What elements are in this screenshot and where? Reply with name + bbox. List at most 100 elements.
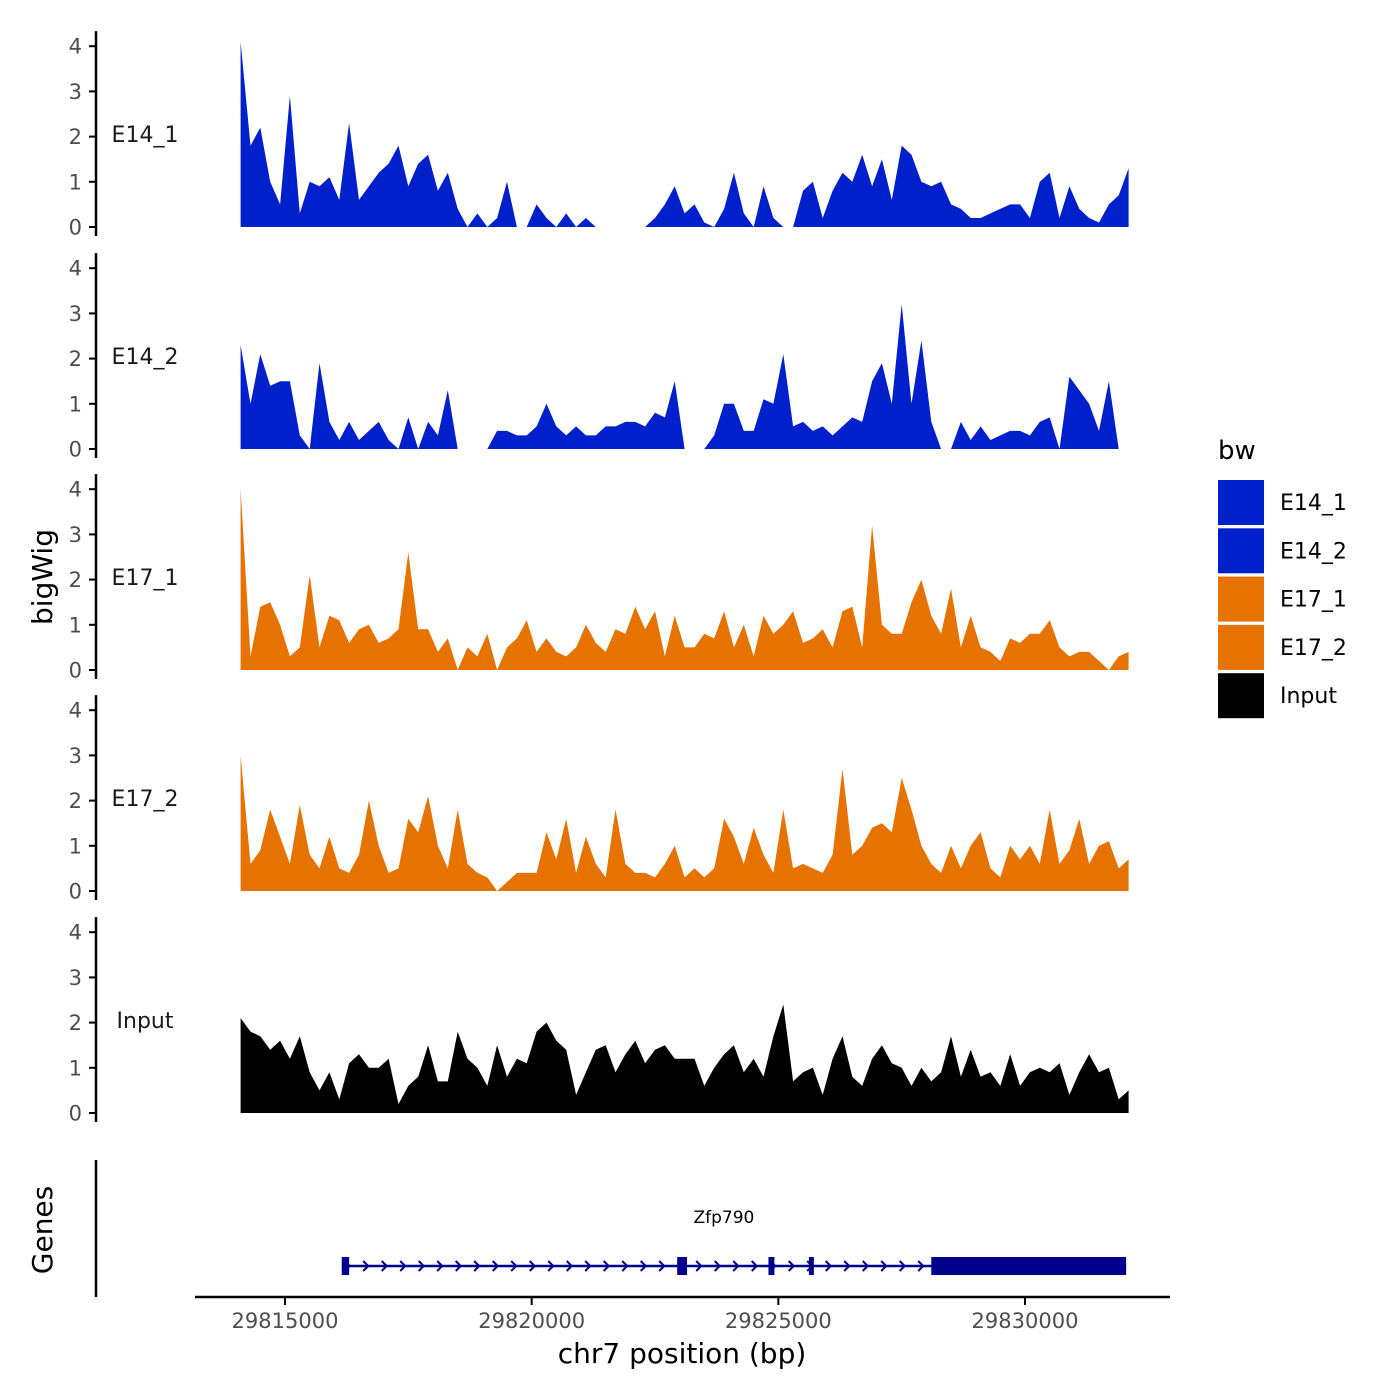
- strand-arrow: [602, 1260, 611, 1272]
- track-label: E14_1: [112, 123, 179, 148]
- x-tick-label: 29825000: [725, 1309, 832, 1333]
- gene-exon: [341, 1257, 350, 1275]
- strand-arrow: [491, 1260, 500, 1272]
- legend-label: Input: [1280, 684, 1337, 709]
- track-label: E17_1: [112, 566, 179, 591]
- legend-title: bw: [1218, 436, 1256, 466]
- strand-arrow: [880, 1260, 888, 1272]
- track-E14_1: 0 1 2 3 4 E14_1: [69, 31, 1129, 240]
- gene-exon: [677, 1257, 688, 1275]
- strand-arrow: [584, 1260, 592, 1272]
- y-tick-label: 0: [69, 438, 82, 462]
- y-tick-label: 1: [69, 392, 82, 416]
- x-tick-label: 29820000: [478, 1309, 585, 1333]
- legend-label: E17_1: [1280, 588, 1347, 613]
- strand-arrow: [454, 1260, 463, 1272]
- x-tick-label: 29815000: [232, 1309, 339, 1333]
- track-Input: 0 1 2 3 4 Input: [69, 917, 1129, 1126]
- legend: bw E14_1 E14_2 E17_1 E17_2 Input: [1218, 436, 1347, 719]
- y-tick-label: 3: [69, 744, 82, 768]
- y-tick-label: 0: [69, 659, 82, 683]
- y-tick-label: 3: [69, 302, 82, 326]
- legend-key-E17_2: [1218, 624, 1264, 670]
- strand-arrow: [547, 1260, 555, 1272]
- y-tick-label: 1: [69, 613, 82, 637]
- strand-arrow: [380, 1260, 389, 1272]
- y-tick-label: 2: [69, 789, 82, 813]
- coverage-area-E17_1: [240, 489, 1129, 670]
- strand-arrow: [898, 1260, 907, 1272]
- strand-arrow: [861, 1260, 870, 1272]
- y-tick-label: 4: [69, 257, 82, 281]
- strand-arrow: [824, 1260, 833, 1272]
- gene-exon: [768, 1257, 775, 1275]
- legend-key-E17_1: [1218, 576, 1264, 622]
- legend-key-Input: [1218, 673, 1264, 719]
- legend-items: E14_1 E14_2 E17_1 E17_2 Input: [1218, 480, 1347, 719]
- track-label: Input: [117, 1009, 174, 1034]
- gene-exon: [931, 1257, 1127, 1275]
- y-tick-label: 0: [69, 1102, 82, 1126]
- y-tick-label: 1: [69, 1056, 82, 1080]
- gene-exon: [808, 1257, 814, 1275]
- gene-track-label: Genes: [26, 1186, 59, 1274]
- y-tick-label: 4: [69, 478, 82, 502]
- gene-name: Zfp790: [693, 1208, 754, 1228]
- strand-arrow: [621, 1260, 629, 1272]
- y-tick-label: 2: [69, 568, 82, 592]
- strand-arrow: [658, 1260, 666, 1272]
- strand-arrow: [510, 1260, 518, 1272]
- y-tick-label: 3: [69, 966, 82, 990]
- y-tick-label: 3: [69, 80, 82, 104]
- y-tick-label: 2: [69, 1011, 82, 1035]
- y-tick-label: 2: [69, 347, 82, 371]
- y-tick-label: 1: [69, 834, 82, 858]
- legend-label: E14_2: [1280, 539, 1347, 564]
- y-tick-label: 1: [69, 170, 82, 194]
- coverage-area-E14_1: [240, 41, 1129, 228]
- strand-arrow: [732, 1260, 740, 1272]
- y-tick-label: 2: [69, 125, 82, 149]
- x-axis-title: chr7 position (bp): [558, 1337, 807, 1370]
- y-tick-label: 3: [69, 523, 82, 547]
- y-tick-label: 4: [69, 699, 82, 723]
- strand-arrow: [750, 1260, 759, 1272]
- track-label: E17_2: [112, 787, 179, 812]
- gene-track: Genes Zfp790: [26, 1160, 1127, 1297]
- strand-arrow: [917, 1260, 925, 1272]
- x-axis: 29815000 29820000 29825000 29830000 chr7 po…: [195, 1295, 1170, 1370]
- legend-key-E14_2: [1218, 528, 1264, 574]
- x-ticks: 29815000 29820000 29825000 29830000: [232, 1297, 1079, 1333]
- y-tick-label: 0: [69, 880, 82, 904]
- y-axis-title: bigWig: [26, 529, 59, 625]
- x-tick-label: 29830000: [972, 1309, 1079, 1333]
- strand-arrow: [362, 1260, 370, 1272]
- y-tick-label: 0: [69, 216, 82, 240]
- coverage-area-Input: [240, 1004, 1129, 1113]
- legend-label: E14_1: [1280, 491, 1347, 516]
- coverage-area-E17_2: [240, 755, 1129, 891]
- strand-arrow: [713, 1260, 722, 1272]
- coverage-area-E14_2: [240, 304, 1129, 449]
- track-E17_2: 0 1 2 3 4 E17_2: [69, 695, 1129, 904]
- strand-arrow: [528, 1260, 537, 1272]
- legend-key-E14_1: [1218, 480, 1264, 525]
- strand-arrow: [436, 1260, 444, 1272]
- strand-arrow: [695, 1260, 703, 1272]
- track-E14_2: 0 1 2 3 4 E14_2: [69, 253, 1129, 462]
- strand-arrow: [565, 1260, 574, 1272]
- strand-arrow: [787, 1260, 796, 1272]
- y-tick-label: 4: [69, 35, 82, 59]
- y-tick-label: 4: [69, 921, 82, 945]
- track-label: E14_2: [112, 345, 179, 370]
- gene-model: [341, 1257, 1127, 1275]
- strand-arrow: [417, 1260, 426, 1272]
- coverage-tracks: 0 1 2 3 4 E14_1 0 1 2 3 4 E14_2 0 1 2 3 4 E17_1 0 1 2 3 4 E17_2…: [69, 31, 1129, 1126]
- strand-arrow: [843, 1260, 851, 1272]
- strand-arrow: [473, 1260, 481, 1272]
- strand-arrow: [399, 1260, 407, 1272]
- legend-label: E17_2: [1280, 636, 1347, 661]
- track-E17_1: 0 1 2 3 4 E17_1: [69, 474, 1129, 683]
- strand-arrow: [639, 1260, 648, 1272]
